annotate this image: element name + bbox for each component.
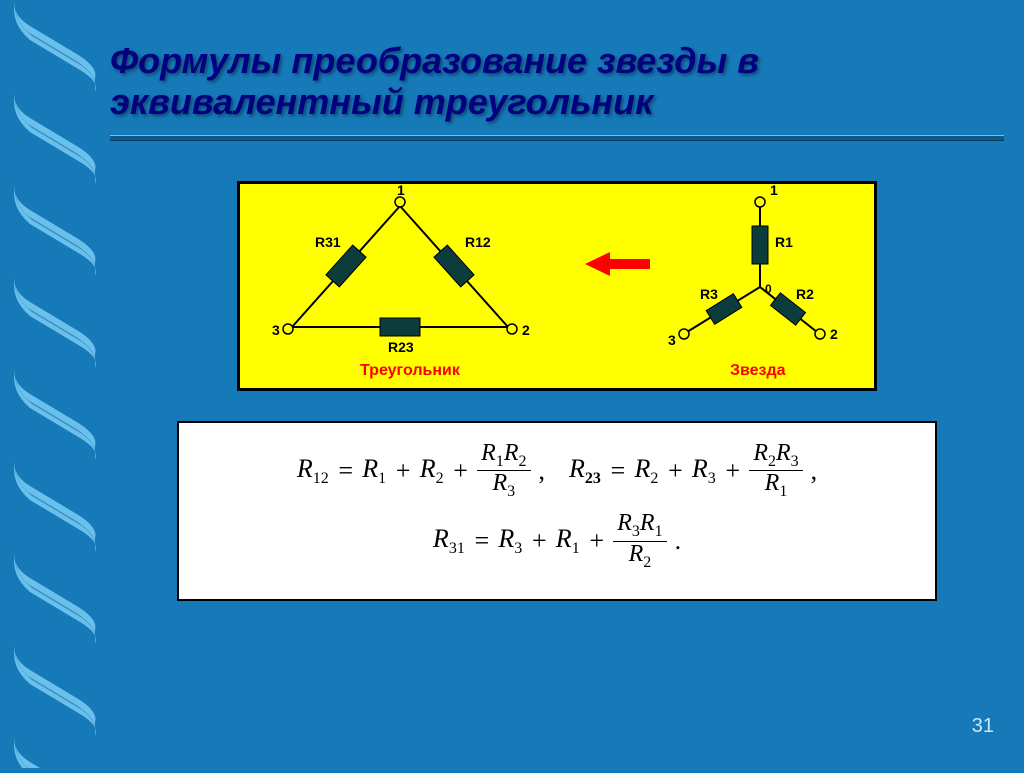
label-r1: R1 [775,234,793,250]
node-0-star: 0 [765,282,772,296]
slide-title: Формулы преобразование звезды в эквивале… [110,40,1004,123]
node-1-star: 1 [770,182,778,198]
node-2-tri: 2 [522,322,530,338]
formula-row-1: R12 = R1 + R2 + R1R2 R3 , R23 = R2 + R3 … [179,441,935,501]
node-3-tri: 3 [272,322,280,338]
title-underline [110,135,1004,141]
triangle-caption: Треугольник [360,362,460,380]
label-r31: R31 [315,234,341,250]
delta-network [283,197,517,336]
label-r12: R12 [465,234,491,250]
formula-row-2: R31 = R3 + R1 + R3R1 R2 . [179,511,935,571]
node-1-tri: 1 [397,182,405,198]
label-r3: R3 [700,286,718,302]
node-2-star: 2 [830,326,838,342]
page-number: 31 [972,715,994,738]
ribbon-decoration [10,0,100,768]
formula-panel: R12 = R1 + R2 + R1R2 R3 , R23 = R2 + R3 … [177,421,937,601]
label-r23: R23 [388,339,414,355]
arrow-icon [585,252,650,276]
circuit-diagram: 1 2 3 R12 R31 R23 1 2 3 0 R1 R2 R3 Треуг… [237,181,877,391]
slide-content: Формулы преобразование звезды в эквивале… [110,0,1004,768]
label-r2: R2 [796,286,814,302]
wye-network [679,197,825,339]
node-3-star: 3 [668,332,676,348]
star-caption: Звезда [730,362,786,380]
